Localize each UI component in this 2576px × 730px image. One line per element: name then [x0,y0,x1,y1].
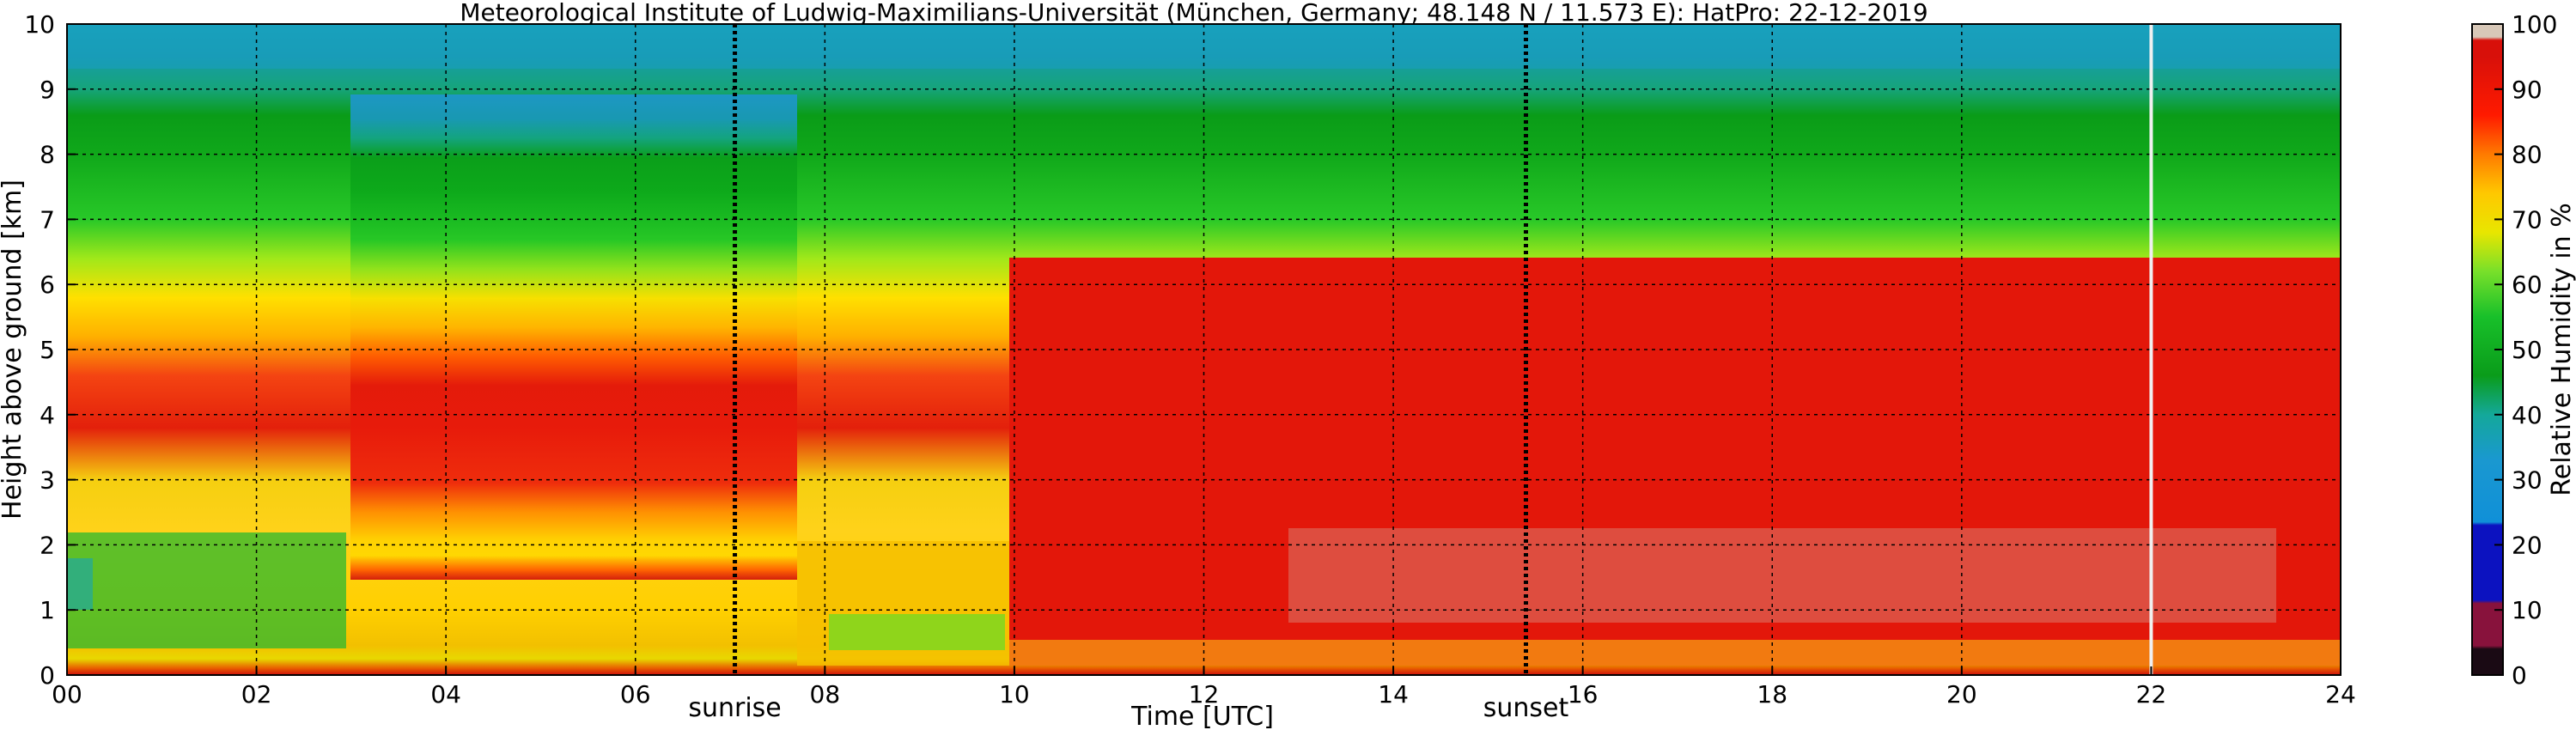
humidity-region-day-low [1009,640,2341,666]
colorbar-tick-label: 10 [2512,596,2543,624]
colorbar-tick-label: 40 [2512,401,2543,429]
x-tick-label: 04 [430,680,461,709]
colorbar-ticks: 0 10 20 30 40 50 60 70 80 90 100 [2494,10,2557,690]
y-tick-label: 0 [40,661,55,690]
humidity-region-saturated [1288,528,2276,623]
humidity-region-night [350,94,797,580]
x-tick-label: 06 [620,680,651,709]
x-tick-label: 10 [999,680,1030,709]
x-axis-label: Time [UTC] [1130,702,1274,730]
x-tick-label: 02 [241,680,272,709]
y-tick-label: 8 [40,141,55,169]
colorbar-tick-label: 100 [2512,10,2557,39]
x-tick-label: 14 [1378,680,1409,709]
y-tick-label: 5 [40,336,55,364]
humidity-region-top [67,24,2341,69]
colorbar-tick-label: 30 [2512,466,2543,495]
y-tick-label: 1 [40,596,55,624]
x-tick-label: 16 [1568,680,1599,709]
colorbar-tick-label: 20 [2512,531,2543,559]
y-tick-label: 9 [40,76,55,104]
y-tick-label: 3 [40,466,55,495]
y-tick-label: 2 [40,531,55,559]
sunset-annotation: sunset [1483,693,1569,723]
humidity-region-morning [67,532,346,648]
x-tick-label: 20 [1946,680,1977,709]
x-axis-ticks: 00 02 04 06 08 10 12 14 16 18 20 22 24 [52,666,2356,709]
colorbar-tick-label: 90 [2512,76,2543,104]
y-tick-label: 7 [40,205,55,234]
y-tick-label: 10 [24,10,55,39]
x-tick-label: 00 [52,680,82,709]
x-tick-label: 18 [1757,680,1787,709]
x-tick-label: 24 [2325,680,2356,709]
colorbar-tick-label: 60 [2512,271,2543,299]
y-axis-label: Height above ground [km] [0,179,27,520]
chart-title: Meteorological Institute of Ludwig-Maxim… [460,0,1927,27]
x-tick-label: 12 [1189,680,1220,709]
humidity-region-green-patch [829,614,1005,650]
y-axis-ticks: 0 1 2 3 4 5 6 7 8 9 10 [24,10,76,690]
colorbar-tick-label: 70 [2512,205,2543,234]
colorbar-tick-label: 80 [2512,141,2543,169]
humidity-region-morning-cyan [67,558,93,610]
humidity-region-day [1009,258,2341,661]
y-tick-label: 4 [40,401,55,429]
colorbar-label: Relative Humidity in % [2547,203,2576,496]
sunrise-annotation: sunrise [688,693,781,723]
colorbar-tick-label: 50 [2512,336,2543,364]
y-tick-label: 6 [40,271,55,299]
x-tick-label: 22 [2136,680,2167,709]
sun-markers [733,24,2153,675]
colorbar-tick-label: 0 [2512,661,2527,690]
x-tick-label: 08 [810,680,841,709]
